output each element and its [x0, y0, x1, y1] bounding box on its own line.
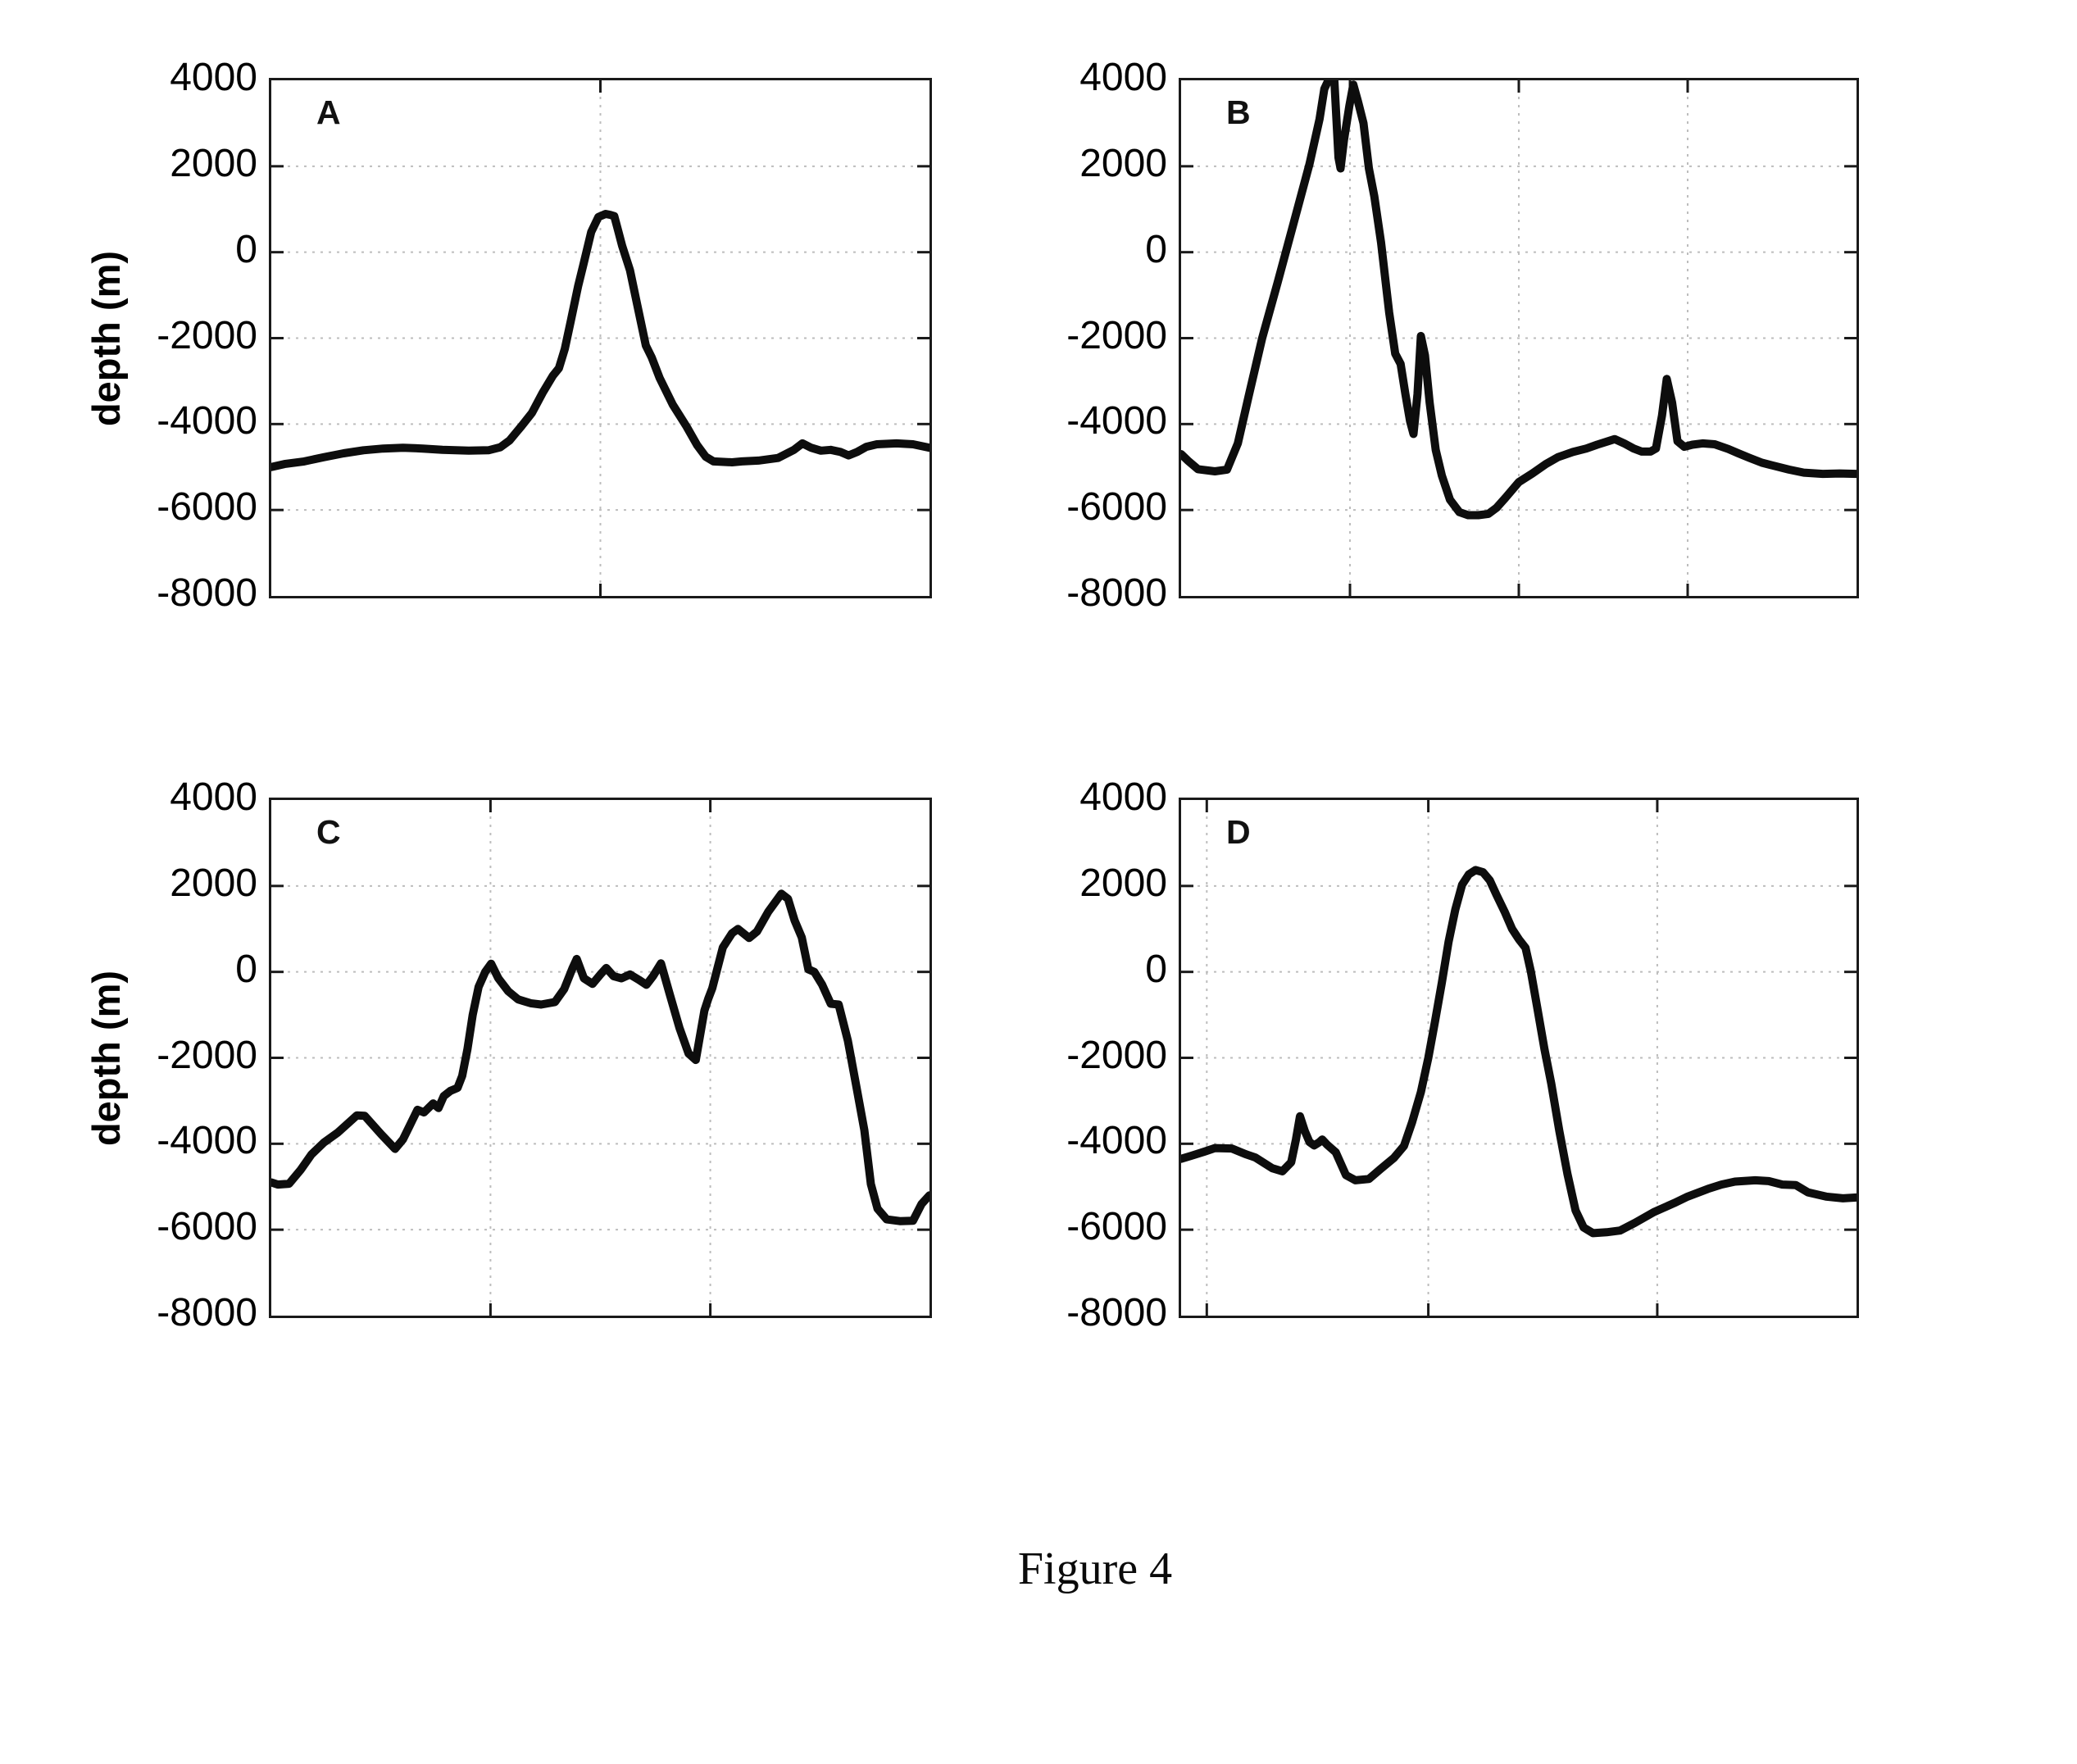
- y-tick-label: -2000: [157, 1033, 257, 1077]
- plot-area-d: [1181, 800, 1857, 1316]
- panel-a-letter: A: [316, 93, 342, 131]
- y-tick-label: 4000: [1079, 56, 1167, 99]
- y-tick-label: 0: [1145, 227, 1167, 271]
- y-tick-label: -2000: [157, 313, 257, 357]
- y-tick-label: -8000: [1066, 571, 1167, 615]
- profile-curve-d: [1181, 866, 1857, 1238]
- y-tick-label: 2000: [1079, 861, 1167, 905]
- profile-curve-b: [1181, 80, 1857, 520]
- profile-curve-a: [271, 210, 929, 471]
- y-tick-label: -4000: [1066, 399, 1167, 443]
- y-tick-label: -8000: [157, 1291, 257, 1334]
- y-tick-label: -4000: [157, 1119, 257, 1163]
- panel-d-letter: D: [1226, 813, 1252, 851]
- plot-area-a: [271, 80, 929, 596]
- plot-area-b: [1181, 80, 1857, 596]
- y-tick-label: 4000: [170, 56, 257, 99]
- panel-a-plot: A: [269, 78, 932, 598]
- y-tick-label: -6000: [157, 485, 257, 530]
- profile-curve-c: [271, 889, 929, 1225]
- panel-b-letter: B: [1226, 93, 1252, 131]
- y-tick-label: 2000: [170, 141, 257, 185]
- y-tick-label: -2000: [1066, 1033, 1167, 1077]
- y-tick-label: -4000: [157, 399, 257, 443]
- y-tick-label: 0: [235, 947, 257, 991]
- y-tick-label: -6000: [1066, 485, 1167, 530]
- panel-b-plot: B: [1179, 78, 1859, 598]
- y-tick-label: 0: [1145, 947, 1167, 991]
- y-tick-label: 4000: [170, 775, 257, 819]
- y-tick-label: -6000: [1066, 1205, 1167, 1249]
- y-tick-label: 2000: [1079, 141, 1167, 185]
- y-tick-label: 4000: [1079, 775, 1167, 819]
- y-tick-label: -4000: [1066, 1119, 1167, 1163]
- y-tick-label: -8000: [1066, 1291, 1167, 1334]
- y-tick-label: 2000: [170, 861, 257, 905]
- figure-caption: Figure 4: [1017, 1544, 1173, 1594]
- y-tick-label: 0: [235, 227, 257, 271]
- panel-d-plot: D: [1179, 798, 1859, 1318]
- plot-area-c: [271, 800, 929, 1316]
- panel-c-plot: C: [269, 798, 932, 1318]
- y-tick-label: -6000: [157, 1205, 257, 1249]
- panel-c-letter: C: [316, 813, 342, 851]
- y-tick-label: -2000: [1066, 313, 1167, 357]
- y-tick-label: -8000: [157, 571, 257, 615]
